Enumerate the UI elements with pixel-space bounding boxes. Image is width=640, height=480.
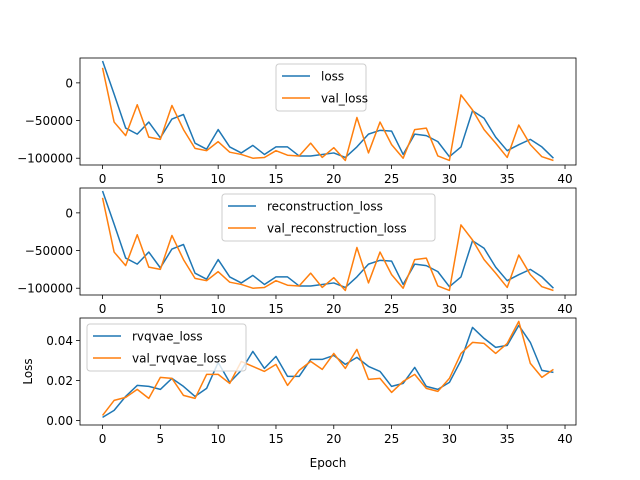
series-line-rvqvae-loss [102,324,554,419]
series-line-val-rvqvae-loss [101,320,554,416]
x-tick-label: 35 [500,302,515,316]
y-tick-label: 0.04 [46,334,73,348]
legend-label: rvqvae_loss [132,330,203,344]
x-tick-label: 25 [384,172,399,186]
x-axis-label: Epoch [310,456,347,470]
y-axis-label: Loss [21,358,35,384]
x-tick-label: 25 [384,302,399,316]
subplot-1: 0 5 10 15 20 25 30 35 40 0 −50000 −100000 loss val_lo… [17,57,577,186]
x-tick-label: 10 [211,432,226,446]
y-tick-label: 0 [65,206,73,220]
x-tick-label: 15 [268,432,283,446]
x-tick-label: 30 [442,432,457,446]
legend-label: loss [321,70,344,84]
x-tick-label: 25 [384,432,399,446]
x-tick-label: 15 [268,302,283,316]
axes-frame [79,57,577,166]
legend-label: val_reconstruction_loss [267,222,407,236]
legend-box [86,323,247,372]
x-tick-label: 30 [442,172,457,186]
y-tick-label: −50000 [25,244,73,258]
x-tick-label: 40 [557,172,572,186]
x-tick-label: 35 [500,432,515,446]
legend-label: val_rvqvae_loss [132,352,226,366]
x-tick-label: 40 [557,302,572,316]
x-tick-label: 20 [326,172,341,186]
y-tick-label: 0.02 [46,374,73,388]
x-tick-label: 20 [326,432,341,446]
y-tick-label: −100000 [17,282,73,296]
x-tick-label: 15 [268,172,283,186]
y-tick-label: 0.00 [46,414,73,428]
y-tick-label: 0 [65,76,73,90]
x-tick-label: 35 [500,172,515,186]
series-line-val-loss [101,67,554,162]
legend-box [221,193,436,242]
x-tick-label: 10 [211,302,226,316]
x-tick-label: 0 [99,302,107,316]
legend-label: reconstruction_loss [267,200,383,214]
x-tick-label: 0 [99,172,107,186]
x-tick-label: 30 [442,302,457,316]
x-tick-label: 10 [211,172,226,186]
x-tick-label: 5 [157,172,165,186]
y-tick-label: −100000 [17,152,73,166]
series-line-val-reconstruction-loss [101,197,554,292]
x-tick-label: 20 [326,302,341,316]
x-tick-label: 0 [99,432,107,446]
legend-label: val_loss [321,92,368,106]
y-tick-label: −50000 [25,114,73,128]
axes-frame [79,317,577,426]
x-tick-label: 40 [557,432,572,446]
x-tick-label: 5 [157,302,165,316]
x-tick-label: 5 [157,432,165,446]
subplot-2: 0 5 10 15 20 25 30 35 40 0 −50000 −100000 reconstruc… [17,187,577,316]
subplot-3: 0 5 10 15 20 25 30 35 40 0.00 0.02 0.04 rvqvae_lossv… [21,317,577,470]
axes-frame [79,187,577,296]
